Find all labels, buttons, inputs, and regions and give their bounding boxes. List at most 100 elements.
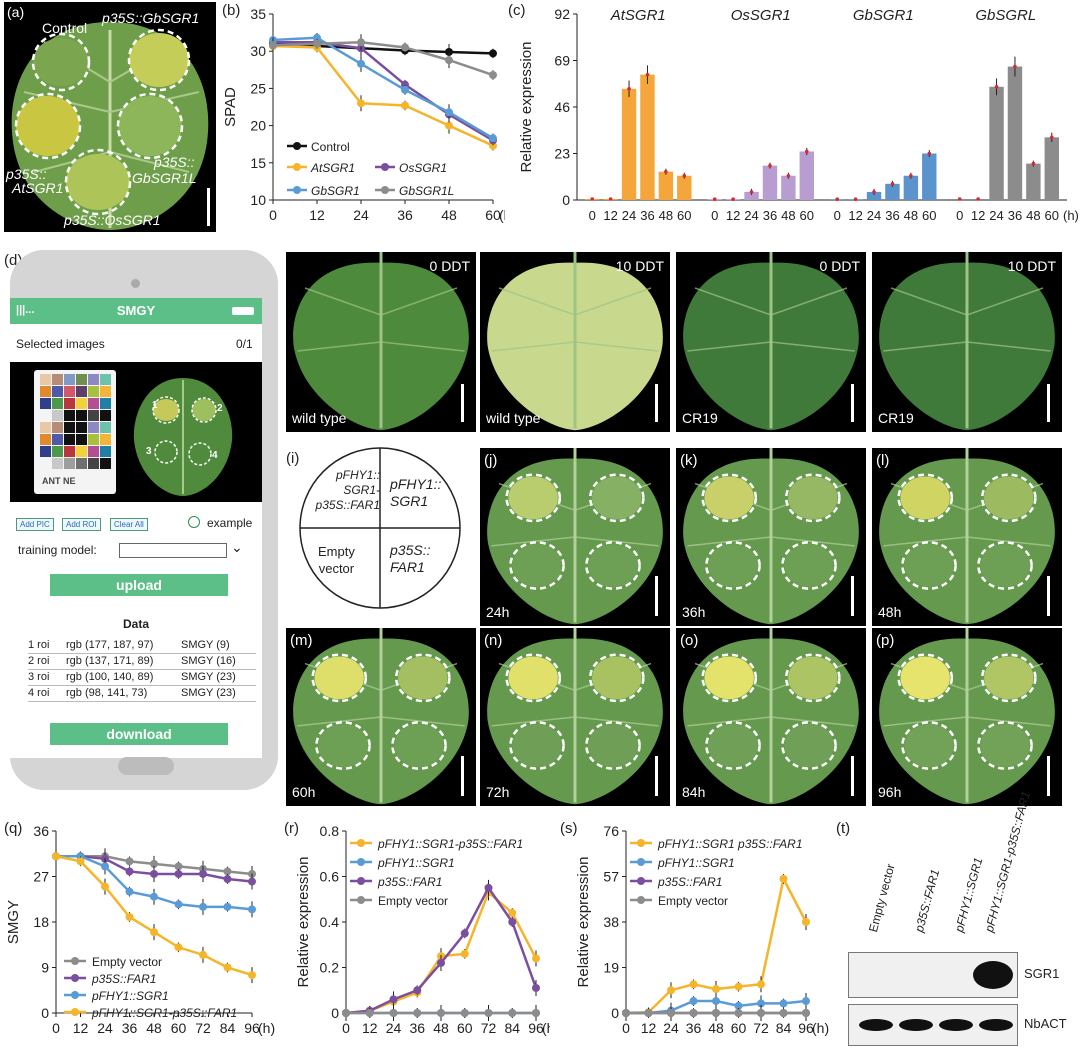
y-tick-label: 0.2 (320, 960, 340, 976)
color-swatch (76, 386, 87, 397)
panel-m-label: (m) (290, 632, 313, 649)
color-swatch (64, 422, 75, 433)
upload-button[interactable]: upload (50, 574, 228, 596)
x-tick-label: 24 (353, 207, 369, 223)
replicate-dot (927, 151, 932, 156)
color-swatch (76, 422, 87, 433)
scale-bar (1047, 756, 1050, 796)
x-tick-label: 0 (956, 208, 963, 223)
home-button[interactable] (118, 757, 174, 775)
lane-label-2: p35S::FAR1 (912, 867, 943, 934)
data-point (150, 859, 158, 868)
y-tick-label: 0 (611, 1005, 619, 1021)
bar (677, 175, 692, 200)
scale-bar (655, 756, 658, 796)
y-tick-label: 18 (33, 914, 49, 930)
color-swatch (52, 458, 63, 469)
data-point (401, 101, 409, 110)
scale-bar (461, 384, 464, 422)
x-tick-label: 48 (708, 1020, 724, 1036)
color-swatch (52, 410, 63, 421)
panel-b-label: (b) (222, 2, 241, 19)
row-roi: 1 roi (28, 639, 50, 651)
training-model-select[interactable] (119, 543, 227, 558)
bar (621, 88, 637, 200)
quadrant-tl-line1: pFHY1:: (335, 468, 380, 482)
data-point (689, 980, 698, 989)
data-point (757, 999, 765, 1008)
data-point (413, 986, 422, 995)
x-tick-label: 48 (1026, 208, 1040, 223)
color-swatch (64, 386, 75, 397)
leaf-image (683, 448, 859, 625)
y-tick-label: 27 (33, 869, 49, 885)
add-pic-button[interactable]: Add PIC (16, 518, 54, 531)
replicate-dot (731, 197, 735, 201)
legend-label: pFHY1::SGR1 (377, 856, 455, 870)
add-roi-button[interactable]: Add ROI (62, 518, 101, 531)
download-button[interactable]: download (50, 723, 228, 745)
data-point (734, 1001, 743, 1010)
chart-b: 10 15 20 25 30 35 0 12 24 36 48 60(h) SPAD Control AtS… (222, 6, 505, 223)
x-unit-label: (h) (499, 207, 505, 223)
data-point (174, 869, 183, 878)
legend-label: GbSGR1 (311, 184, 360, 198)
panel-a-gbsgr1l: GbSGR1L (132, 170, 197, 186)
chevron-down-icon[interactable]: ⌄ (231, 539, 243, 555)
panel-l-photo: (l) 48h (872, 448, 1062, 626)
x-unit-label: (h) (258, 1020, 275, 1036)
x-tick-label: 0 (52, 1020, 60, 1036)
bar (1044, 137, 1059, 200)
replicate-dot (804, 149, 809, 154)
bar (658, 171, 674, 200)
x-tick-label: 48 (659, 208, 673, 223)
replicate-dot (608, 197, 613, 201)
color-swatch (40, 386, 51, 397)
data-point (712, 1009, 720, 1017)
band-nbact-3 (939, 1019, 973, 1031)
y-tick-label: 30 (250, 43, 266, 59)
example-label[interactable]: example (207, 516, 253, 530)
x-tick-label: 72 (753, 1020, 769, 1036)
color-swatch (76, 434, 87, 445)
replicate-dot (1031, 161, 1036, 166)
panel-k-time: 36h (682, 604, 706, 620)
data-point (532, 1009, 540, 1017)
spot-2: 2 (217, 403, 223, 414)
x-tick-label: 60 (485, 207, 501, 223)
data-point (445, 56, 453, 65)
panel-a-label: (a) (7, 4, 25, 20)
legend-label: Control (311, 140, 350, 154)
scale-bar (1047, 384, 1050, 422)
data-point (712, 985, 720, 994)
data-point (667, 986, 675, 995)
x-tick-label: 12 (848, 208, 862, 223)
data-point (357, 38, 365, 47)
panel-p-photo: (p) 96h (872, 628, 1062, 806)
panel-n-label: (n) (484, 632, 503, 649)
data-point (401, 85, 409, 94)
quadrant-bl-line2: vector (318, 561, 355, 576)
quadrant-tr: pFHY1:: SGR1 (390, 476, 441, 510)
clear-all-button[interactable]: Clear All (110, 518, 148, 531)
scale-bar (207, 188, 210, 226)
x-tick-label: 84 (776, 1020, 792, 1036)
y-tick-label: 36 (33, 823, 49, 839)
data-point (223, 902, 232, 911)
selected-images-label: Selected images (16, 337, 105, 351)
color-swatch (52, 398, 63, 409)
selected-image-preview[interactable]: ANT NE 1 2 3 4 (10, 362, 262, 502)
row-smgy: SMGY (23) (181, 671, 236, 683)
data-point (199, 950, 207, 959)
signal-icon: |||... (16, 304, 35, 316)
chart-c: 0 23 46 69 92 Relative expression AtSGR1 0 12 24 3… (518, 6, 1079, 223)
legend-label: pFHY1::SGR1 (657, 856, 735, 870)
y-axis-label: SMGY (5, 900, 22, 944)
x-tick-label: 12 (73, 1020, 89, 1036)
color-swatch (64, 458, 75, 469)
data-point (248, 877, 256, 886)
panel-h-ddt: 10 DDT (1007, 258, 1056, 274)
example-icon[interactable] (188, 516, 200, 528)
x-tick-label: 60 (800, 208, 814, 223)
data-point (413, 1009, 422, 1017)
